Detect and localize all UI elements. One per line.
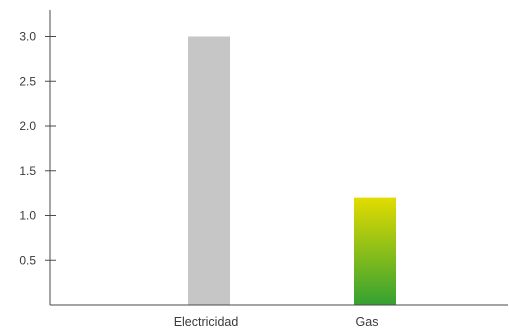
y-ticks-group: 0.5 1.0 1.5 2.0 2.5 3.0 bbox=[19, 30, 56, 267]
x-category-label: Electricidad bbox=[174, 315, 239, 329]
axes-group bbox=[49, 10, 508, 306]
bar-gas bbox=[354, 197, 396, 305]
y-tick-label: 2.5 bbox=[19, 74, 36, 88]
bars-group bbox=[188, 36, 396, 305]
y-tick-label: 3.0 bbox=[19, 30, 36, 44]
bar-electricidad bbox=[188, 36, 230, 305]
y-tick-label: 1.5 bbox=[19, 164, 36, 178]
x-category-label: Gas bbox=[356, 315, 379, 329]
y-tick-label: 0.5 bbox=[19, 253, 36, 267]
x-labels-group: Electricidad Gas bbox=[174, 315, 379, 329]
y-tick-label: 2.0 bbox=[19, 119, 36, 133]
y-tick-label: 1.0 bbox=[19, 209, 36, 223]
